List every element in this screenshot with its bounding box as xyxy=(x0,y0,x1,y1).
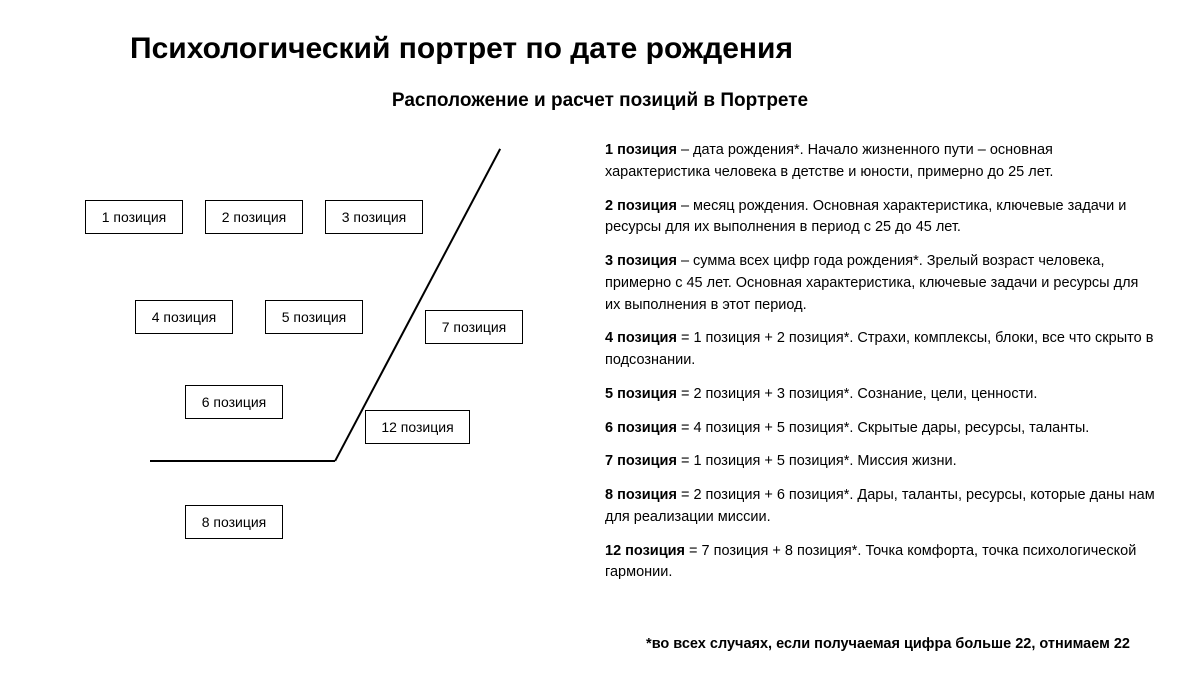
description-label: 2 позиция xyxy=(605,198,677,214)
description-item: 12 позиция = 7 позиция + 8 позиция*. Точ… xyxy=(605,541,1155,585)
description-item: 4 позиция = 1 позиция + 2 позиция*. Стра… xyxy=(605,328,1155,372)
description-item: 6 позиция = 4 позиция + 5 позиция*. Скры… xyxy=(605,418,1155,440)
description-text: = 2 позиция + 3 позиция*. Сознание, цели… xyxy=(677,386,1037,402)
description-item: 2 позиция – месяц рождения. Основная хар… xyxy=(605,196,1155,240)
description-label: 4 позиция xyxy=(605,330,677,346)
position-diagram: 1 позиция 2 позиция 3 позиция 4 позиция 5 по… xyxy=(55,140,580,590)
description-label: 3 позиция xyxy=(605,253,677,269)
description-label: 8 позиция xyxy=(605,487,677,503)
description-text: = 7 позиция + 8 позиция*. Точка комфорта… xyxy=(605,543,1136,581)
diagram-line xyxy=(150,460,335,462)
position-box-p8: 8 позиция xyxy=(185,505,283,539)
position-box-p5: 5 позиция xyxy=(265,300,363,334)
description-item: 5 позиция = 2 позиция + 3 позиция*. Созн… xyxy=(605,384,1155,406)
description-label: 6 позиция xyxy=(605,420,677,436)
description-item: 7 позиция = 1 позиция + 5 позиция*. Мисс… xyxy=(605,451,1155,473)
position-box-p12: 12 позиция xyxy=(365,410,470,444)
description-label: 7 позиция xyxy=(605,453,677,469)
position-box-p3: 3 позиция xyxy=(325,200,423,234)
position-box-p2: 2 позиция xyxy=(205,200,303,234)
page-title: Психологический портрет по дате рождения xyxy=(130,32,793,66)
page-subtitle: Расположение и расчет позиций в Портрете xyxy=(0,90,1200,112)
description-item: 3 позиция – сумма всех цифр года рождени… xyxy=(605,251,1155,316)
position-box-p7: 7 позиция xyxy=(425,310,523,344)
description-label: 1 позиция xyxy=(605,142,677,158)
description-item: 8 позиция = 2 позиция + 6 позиция*. Дары… xyxy=(605,485,1155,529)
description-label: 5 позиция xyxy=(605,386,677,402)
description-text: = 4 позиция + 5 позиция*. Скрытые дары, … xyxy=(677,420,1089,436)
position-box-p6: 6 позиция xyxy=(185,385,283,419)
description-text: = 2 позиция + 6 позиция*. Дары, таланты,… xyxy=(605,487,1155,525)
description-text: – сумма всех цифр года рождения*. Зрелый… xyxy=(605,253,1138,313)
position-box-p1: 1 позиция xyxy=(85,200,183,234)
position-box-p4: 4 позиция xyxy=(135,300,233,334)
footnote: *во всех случаях, если получаемая цифра … xyxy=(646,636,1130,652)
description-text: = 1 позиция + 2 позиция*. Страхи, компле… xyxy=(605,330,1153,368)
description-text: = 1 позиция + 5 позиция*. Миссия жизни. xyxy=(677,453,957,469)
description-text: – месяц рождения. Основная характеристик… xyxy=(605,198,1126,236)
description-item: 1 позиция – дата рождения*. Начало жизне… xyxy=(605,140,1155,184)
position-descriptions: 1 позиция – дата рождения*. Начало жизне… xyxy=(605,140,1155,596)
description-label: 12 позиция xyxy=(605,543,685,559)
